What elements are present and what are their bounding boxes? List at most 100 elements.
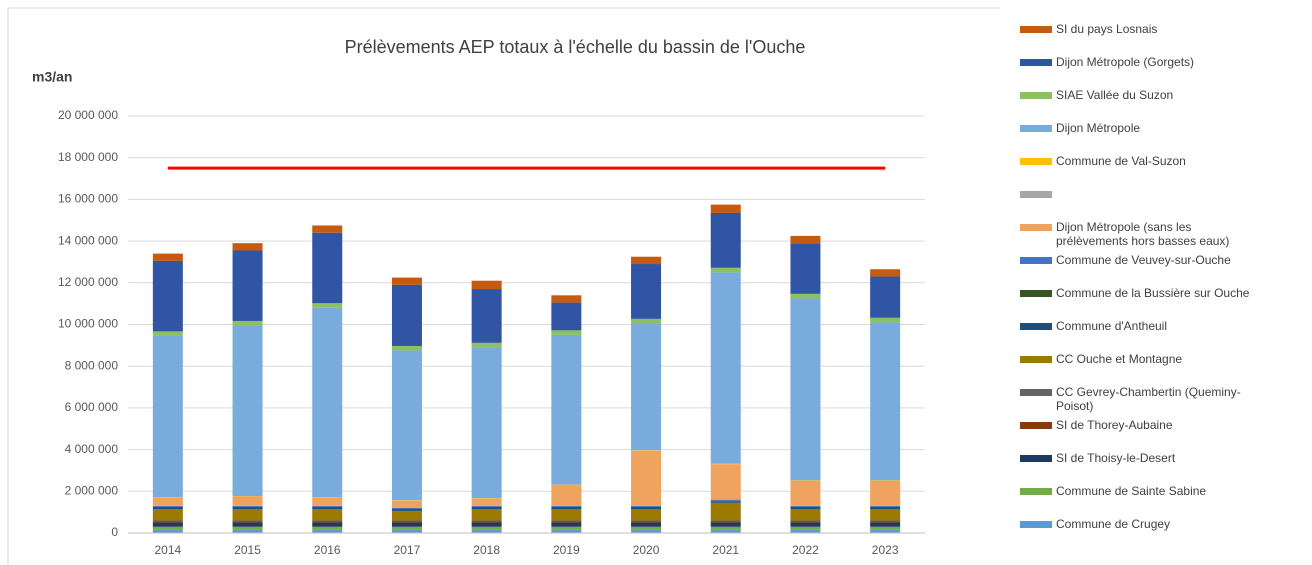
legend-swatch (1020, 455, 1052, 462)
bar-segment (870, 505, 901, 507)
legend-label: Commune d'Antheuil (1056, 319, 1168, 333)
legend-label: CC Gevrey-Chambertin (Queminy-Poisot) (1056, 385, 1241, 413)
legend-swatch (1020, 191, 1052, 198)
bar-segment (870, 522, 901, 527)
bar-segment (152, 506, 183, 508)
bar-segment (631, 521, 662, 523)
bar-segment (551, 521, 582, 523)
bar-segment (232, 526, 263, 530)
bar-segment (312, 303, 343, 308)
bar-segment (232, 509, 263, 521)
legend-swatch (1020, 158, 1052, 165)
bar-segment (152, 497, 183, 506)
bar-segment (710, 499, 741, 501)
bar-segment (391, 500, 422, 508)
bar-segment (152, 522, 183, 527)
bar-segment (152, 509, 183, 521)
legend-item (1020, 187, 1260, 198)
bar-segment (631, 318, 662, 324)
legend-swatch (1020, 224, 1052, 231)
bar-segment (152, 520, 183, 522)
bar-segment (391, 510, 422, 512)
bar-segment (232, 320, 263, 326)
bar-segment (312, 529, 343, 533)
bar-segment (312, 522, 343, 527)
bar-segment (152, 331, 183, 336)
bar-segment (790, 480, 821, 506)
y-tick-label: 12 000 000 (58, 275, 118, 289)
bar-segment (391, 350, 422, 501)
legend-label: Dijon Métropole (1056, 121, 1141, 135)
bar-segment (790, 507, 821, 510)
legend-item: Commune de la Bussière sur Ouche (1020, 286, 1260, 300)
legend-item: Commune de Crugey (1020, 517, 1260, 531)
legend-item: SI de Thoisy-le-Desert (1020, 451, 1260, 465)
bar-segment (471, 529, 502, 533)
bar-segment (710, 212, 741, 268)
x-tick-label: 2021 (712, 543, 739, 557)
bar-segment (471, 509, 502, 521)
bar-segment (471, 505, 502, 507)
bar-segment (870, 269, 901, 277)
bar-segment (710, 272, 741, 464)
legend-item: SIAE Vallée du Suzon (1020, 88, 1260, 102)
bar-segment (391, 522, 422, 527)
bar-segment (710, 529, 741, 533)
bar-segment (870, 276, 901, 318)
bar-segment (471, 289, 502, 343)
y-axis-label: m3/an (32, 69, 72, 85)
legend-swatch (1020, 257, 1052, 264)
bar-segment (471, 347, 502, 499)
legend-swatch (1020, 26, 1052, 33)
bar-segment (471, 521, 502, 523)
legend-swatch (1020, 290, 1052, 297)
bar-segment (631, 450, 662, 506)
bar-segment (391, 521, 422, 523)
bar-segment (710, 500, 741, 502)
legend-label: Commune de Sainte Sabine (1056, 484, 1207, 498)
legend-swatch (1020, 125, 1052, 132)
y-tick-label: 14 000 000 (58, 233, 118, 247)
bar-segment (551, 302, 582, 331)
x-tick-label: 2015 (234, 543, 261, 557)
bar-segment (870, 529, 901, 533)
bar-segment (710, 521, 741, 523)
y-tick-label: 8 000 000 (65, 358, 119, 372)
bar-segment (471, 506, 502, 508)
bar-segment (870, 322, 901, 481)
y-tick-label: 4 000 000 (65, 442, 119, 456)
bar-segment (152, 253, 183, 261)
legend-swatch (1020, 356, 1052, 363)
bar-segment (790, 505, 821, 507)
bar-segment (551, 509, 582, 521)
bar-segment (312, 526, 343, 530)
bar-segment (790, 509, 821, 521)
bar-segment (631, 509, 662, 521)
bar-segment (710, 526, 741, 530)
bar-segment (710, 520, 741, 522)
legend-item: SI de Thorey-Aubaine (1020, 418, 1260, 432)
bar-segment (870, 526, 901, 530)
bar-segment (631, 256, 662, 265)
bar-segment (710, 501, 741, 503)
bar-segment (312, 507, 343, 510)
bar-segment (471, 526, 502, 530)
legend-label: Commune de Val-Suzon (1056, 154, 1186, 168)
bar-segment (631, 522, 662, 527)
bar-segment (631, 506, 662, 508)
bar-segment (551, 506, 582, 508)
bar-segment (391, 277, 422, 285)
bar-segment (471, 522, 502, 527)
legend-label: Commune de Veuvey-sur-Ouche (1056, 253, 1231, 267)
legend-label: SI du pays Losnais (1056, 22, 1158, 36)
bar-segment (312, 497, 343, 506)
legend-item: Commune d'Antheuil (1020, 319, 1260, 333)
y-tick-label: 6 000 000 (65, 400, 119, 414)
chart: Prélèvements AEP totaux à l'échelle du b… (7, 7, 1000, 565)
y-tick-label: 18 000 000 (58, 150, 118, 164)
bar-segment (631, 529, 662, 533)
chart-title: Prélèvements AEP totaux à l'échelle du b… (345, 37, 806, 57)
legend-swatch (1020, 422, 1052, 429)
bar-segment (152, 529, 183, 533)
bar-segment (471, 498, 502, 506)
